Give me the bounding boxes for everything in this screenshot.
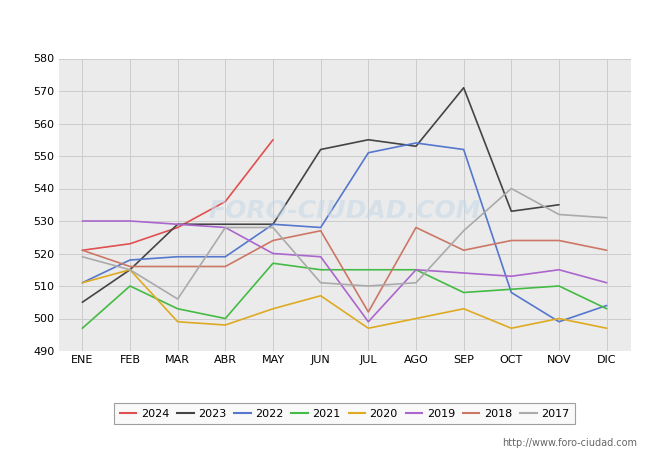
Legend: 2024, 2023, 2022, 2021, 2020, 2019, 2018, 2017: 2024, 2023, 2022, 2021, 2020, 2019, 2018… [114, 403, 575, 424]
Text: FORO-CIUDAD.COM: FORO-CIUDAD.COM [208, 198, 481, 223]
Text: Afiliados en Alberite a 31/5/2024: Afiliados en Alberite a 31/5/2024 [189, 14, 461, 32]
Text: http://www.foro-ciudad.com: http://www.foro-ciudad.com [502, 438, 637, 448]
